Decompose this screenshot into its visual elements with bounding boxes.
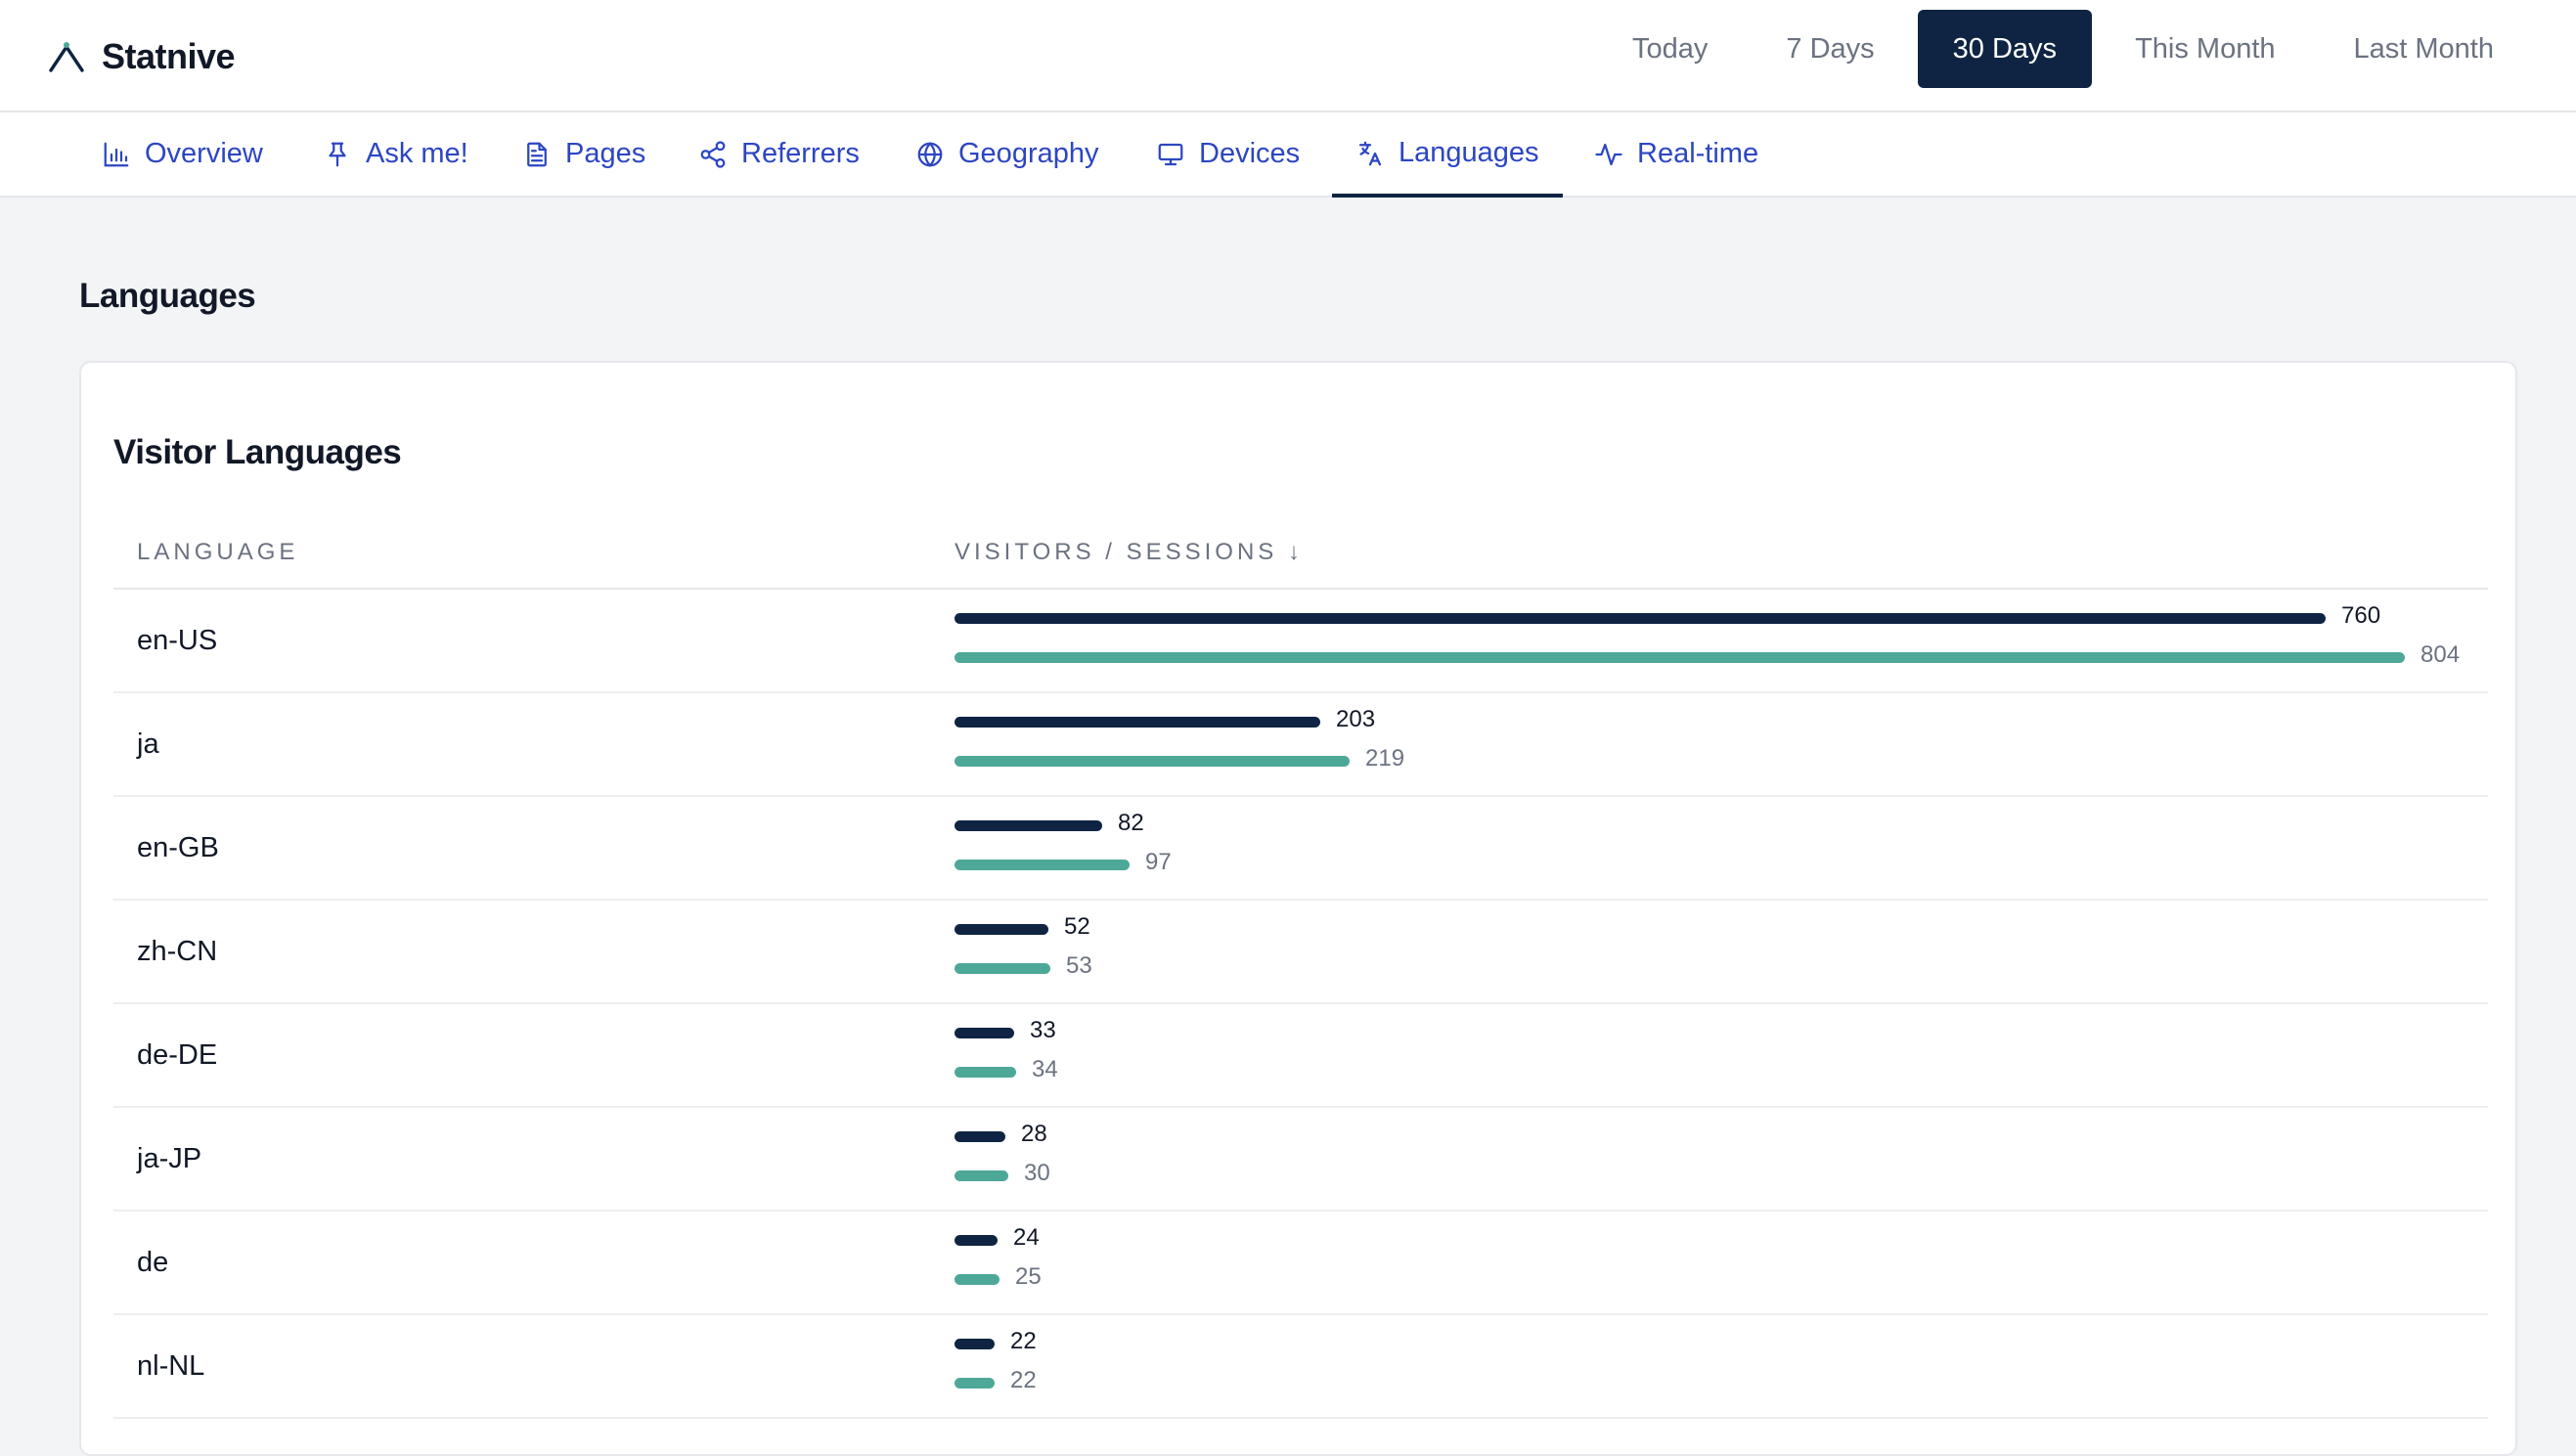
language-code: de [137, 1247, 169, 1278]
visitor-languages-card: Visitor Languages LANGUAGE VISITORS / SE… [79, 361, 2517, 1456]
sessions-count: 97 [1145, 849, 1172, 875]
sessions-count: 804 [2421, 641, 2461, 668]
tab-geography[interactable]: Geography [892, 112, 1123, 196]
table-row[interactable]: en-GB 82 97 [113, 797, 2488, 901]
visitors-bar [955, 1131, 1005, 1142]
tab-pages[interactable]: Pages [499, 112, 669, 196]
visitors-count: 22 [1010, 1328, 1037, 1354]
visitors-count: 33 [1030, 1017, 1056, 1043]
range-last-month-button[interactable]: Last Month [2353, 32, 2494, 65]
nav-tabs: Overview Ask me! Pages Referrers Geograp… [0, 112, 2576, 198]
app-name: Statnive [102, 36, 236, 76]
top-header: Statnive Today 7 Days 30 Days This Month… [0, 0, 2576, 112]
monitor-icon [1158, 143, 1183, 165]
translate-icon [1358, 141, 1382, 165]
sessions-count: 22 [1010, 1367, 1037, 1393]
tab-languages[interactable]: Languages [1332, 112, 1563, 198]
visitors-count: 52 [1064, 913, 1090, 940]
tab-devices[interactable]: Devices [1133, 112, 1323, 196]
share-icon [700, 140, 726, 168]
sessions-bar [955, 860, 1130, 870]
brand[interactable]: Statnive [47, 27, 236, 86]
sessions-count: 30 [1024, 1160, 1050, 1186]
sessions-bar [955, 1067, 1016, 1078]
language-code: nl-NL [137, 1350, 205, 1382]
range-30-days-button[interactable]: 30 Days [1917, 10, 2093, 88]
column-header-visitors-sessions[interactable]: VISITORS / SESSIONS ↓ [955, 539, 1304, 565]
visitors-count: 24 [1013, 1224, 1040, 1251]
visitors-bar [955, 1028, 1014, 1038]
tab-label: Overview [145, 138, 263, 169]
visitors-count: 203 [1336, 706, 1376, 732]
visitors-bar [955, 1339, 995, 1349]
activity-icon [1595, 143, 1622, 165]
tab-real-time[interactable]: Real-time [1571, 112, 1782, 196]
visitors-bar [955, 924, 1048, 935]
table-row[interactable]: ja-JP 28 30 [113, 1108, 2488, 1212]
visitors-count: 28 [1021, 1121, 1047, 1147]
table-row[interactable]: zh-CN 52 53 [113, 901, 2488, 1004]
sessions-bar [955, 1170, 1008, 1181]
table-row[interactable]: en-US 760 804 [113, 590, 2488, 693]
tab-label: Real-time [1637, 138, 1759, 169]
visitors-bar [955, 820, 1102, 831]
visitors-count: 82 [1118, 810, 1144, 836]
visitors-bar [955, 717, 1320, 728]
table-row[interactable]: nl-NL 22 22 [113, 1315, 2488, 1419]
language-code: en-US [137, 625, 218, 656]
globe-icon [917, 141, 943, 167]
tab-overview[interactable]: Overview [78, 112, 287, 196]
column-header-language: LANGUAGE [137, 539, 299, 565]
sessions-bar [955, 963, 1050, 974]
sessions-bar [955, 1378, 995, 1389]
sessions-count: 34 [1032, 1056, 1058, 1082]
language-code: ja [137, 728, 159, 760]
pin-icon [329, 142, 346, 166]
sessions-bar [955, 1274, 999, 1285]
card-title: Visitor Languages [113, 433, 402, 471]
sessions-bar [955, 756, 1350, 767]
range-7-days-button[interactable]: 7 Days [1786, 32, 1875, 65]
language-code: de-DE [137, 1039, 218, 1071]
visitors-count: 760 [2341, 602, 2381, 629]
sessions-bar [955, 652, 2405, 663]
sessions-count: 25 [1015, 1263, 1042, 1290]
sessions-count: 219 [1365, 745, 1405, 772]
page-title: Languages [79, 277, 256, 315]
table-header: LANGUAGE VISITORS / SESSIONS ↓ [113, 509, 2488, 590]
tab-label: Referrers [741, 138, 860, 169]
table-row[interactable]: de-DE 33 34 [113, 1004, 2488, 1108]
statnive-logo-icon [49, 42, 84, 72]
sessions-count: 53 [1066, 952, 1092, 979]
tab-label: Languages [1399, 137, 1539, 168]
bar-chart-icon [104, 142, 129, 166]
visitors-bar [955, 613, 2326, 624]
tab-referrers[interactable]: Referrers [675, 112, 883, 196]
range-this-month-button[interactable]: This Month [2135, 32, 2276, 65]
tab-label: Ask me! [366, 138, 468, 169]
language-code: en-GB [137, 832, 219, 863]
tab-label: Geography [958, 138, 1099, 169]
table-row[interactable]: ja 203 219 [113, 693, 2488, 797]
language-table-body: en-US 760 804 ja 203 219 en-GB 82 97 zh-CN 52 53 de-… [113, 590, 2488, 1419]
tab-label: Pages [565, 138, 646, 169]
date-range-selector: Today 7 Days 30 Days This Month Last Mon… [1589, 10, 2529, 88]
language-code: zh-CN [137, 936, 218, 967]
language-code: ja-JP [137, 1143, 202, 1174]
tab-label: Devices [1199, 138, 1301, 169]
range-today-button[interactable]: Today [1632, 32, 1709, 65]
tab-ask-me[interactable]: Ask me! [299, 112, 492, 196]
document-icon [527, 142, 547, 166]
visitors-bar [955, 1235, 998, 1246]
table-row[interactable]: de 24 25 [113, 1212, 2488, 1315]
